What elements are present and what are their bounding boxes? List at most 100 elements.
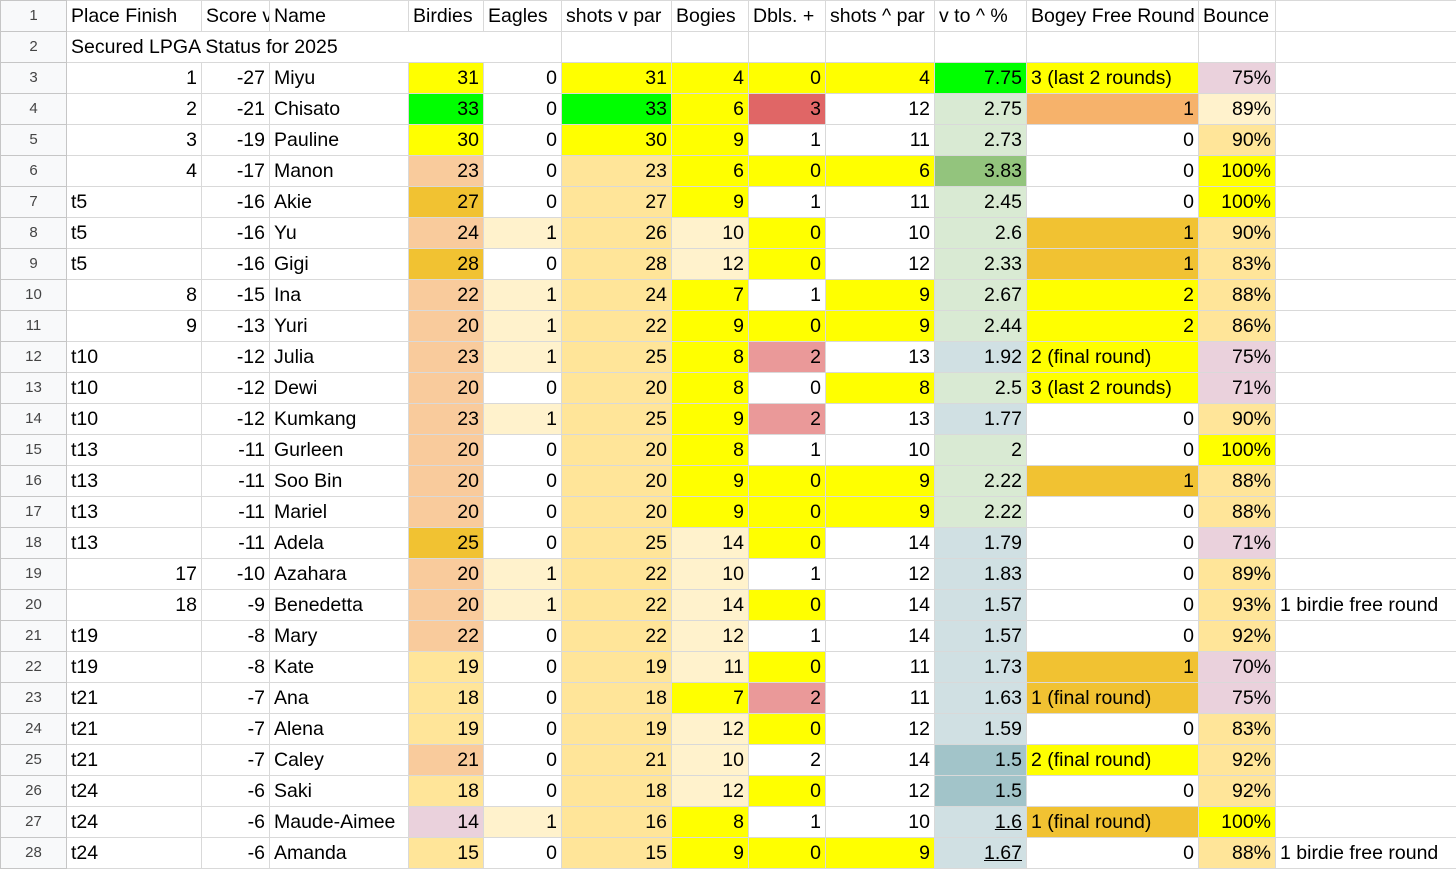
bogey-free-round-cell[interactable]: 2 (final round) (1026, 744, 1199, 776)
player-name-cell[interactable]: Kate (269, 651, 409, 683)
birdies-cell[interactable]: 19 (408, 651, 484, 683)
shots-over-par-cell[interactable]: 12 (825, 248, 935, 280)
birdies-cell[interactable]: 20 (408, 589, 484, 621)
bounce-backs-cell[interactable]: 89% (1198, 558, 1276, 590)
row-header[interactable]: 20 (0, 589, 67, 621)
bogey-free-round-cell[interactable]: 1 (1026, 465, 1199, 497)
row-header[interactable]: 19 (0, 558, 67, 590)
bounce-backs-cell[interactable]: 75% (1198, 682, 1276, 714)
bogey-free-round-header[interactable]: Bogey Free Round (1026, 0, 1199, 32)
bounce-backs-cell[interactable]: 71% (1198, 527, 1276, 559)
dbls-cell[interactable]: 2 (748, 682, 826, 714)
score-cell[interactable]: -7 (201, 682, 270, 714)
row-header[interactable]: 24 (0, 713, 67, 745)
row-header[interactable]: 13 (0, 372, 67, 404)
bogey-free-round-cell[interactable]: 0 (1026, 155, 1199, 187)
bounce-backs-cell[interactable]: 90% (1198, 217, 1276, 249)
empty-cell[interactable] (1275, 0, 1456, 32)
v-to-ratio-cell[interactable]: 2.33 (934, 248, 1027, 280)
row-header[interactable]: 18 (0, 527, 67, 559)
empty-cell[interactable] (1275, 31, 1456, 63)
place-finish-cell[interactable]: t5 (66, 248, 202, 280)
score-cell[interactable]: -15 (201, 279, 270, 311)
bogies-cell[interactable]: 6 (671, 93, 749, 125)
bounce-backs-cell[interactable]: 100% (1198, 434, 1276, 466)
shots-v-par-cell[interactable]: 23 (561, 155, 672, 187)
note-cell[interactable] (1275, 186, 1456, 218)
birdies-cell[interactable]: 18 (408, 682, 484, 714)
v-to-ratio-cell[interactable]: 1.5 (934, 775, 1027, 807)
bounce-backs-cell[interactable]: 93% (1198, 589, 1276, 621)
shots-v-par-cell[interactable]: 27 (561, 186, 672, 218)
birdies-cell[interactable]: 27 (408, 186, 484, 218)
shots-v-par-cell[interactable]: 22 (561, 310, 672, 342)
row-header[interactable]: 3 (0, 62, 67, 94)
eagles-cell[interactable]: 1 (483, 403, 562, 435)
player-name-cell[interactable]: Gigi (269, 248, 409, 280)
shots-v-par-cell[interactable]: 31 (561, 62, 672, 94)
shots-v-par-cell[interactable]: 16 (561, 806, 672, 838)
dbls-cell[interactable]: 0 (748, 217, 826, 249)
bogey-free-round-cell[interactable]: 0 (1026, 403, 1199, 435)
shots-over-par-cell[interactable]: 13 (825, 341, 935, 373)
bogies-cell[interactable]: 9 (671, 186, 749, 218)
v-to-ratio-cell[interactable]: 2.45 (934, 186, 1027, 218)
birdies-cell[interactable]: 20 (408, 465, 484, 497)
birdies-cell[interactable]: 14 (408, 806, 484, 838)
v-to-ratio-cell[interactable]: 1.6 (934, 806, 1027, 838)
score-cell[interactable]: -16 (201, 217, 270, 249)
shots-v-par-cell[interactable]: 25 (561, 341, 672, 373)
shots-v-par-cell[interactable]: 20 (561, 496, 672, 528)
shots-v-par-cell[interactable]: 25 (561, 403, 672, 435)
score-cell[interactable]: -8 (201, 651, 270, 683)
shots-v-par-cell[interactable]: 20 (561, 434, 672, 466)
v-to-ratio-cell[interactable]: 1.92 (934, 341, 1027, 373)
bogies-cell[interactable]: 8 (671, 434, 749, 466)
place-finish-cell[interactable]: t5 (66, 217, 202, 249)
dbls-cell[interactable]: 0 (748, 248, 826, 280)
row-header[interactable]: 23 (0, 682, 67, 714)
player-name-cell[interactable]: Caley (269, 744, 409, 776)
birdies-cell[interactable]: 28 (408, 248, 484, 280)
player-name-cell[interactable]: Amanda (269, 837, 409, 869)
score-cell[interactable]: -10 (201, 558, 270, 590)
dbls-header[interactable]: Dbls. + (748, 0, 826, 32)
empty-cell[interactable] (1026, 31, 1199, 63)
birdies-cell[interactable]: 31 (408, 62, 484, 94)
dbls-cell[interactable]: 1 (748, 124, 826, 156)
shots-v-par-cell[interactable]: 22 (561, 558, 672, 590)
row-header[interactable]: 11 (0, 310, 67, 342)
dbls-cell[interactable]: 0 (748, 713, 826, 745)
empty-cell[interactable] (934, 31, 1027, 63)
shots-v-par-cell[interactable]: 30 (561, 124, 672, 156)
row-header[interactable]: 15 (0, 434, 67, 466)
row-header[interactable]: 4 (0, 93, 67, 125)
bogey-free-round-cell[interactable]: 0 (1026, 775, 1199, 807)
bounce-backs-cell[interactable]: 89% (1198, 93, 1276, 125)
birdies-cell[interactable]: 25 (408, 527, 484, 559)
shots-over-par-cell[interactable]: 9 (825, 465, 935, 497)
note-cell[interactable] (1275, 806, 1456, 838)
shots-v-par-cell[interactable]: 18 (561, 682, 672, 714)
row-header[interactable]: 22 (0, 651, 67, 683)
place-finish-cell[interactable]: t10 (66, 372, 202, 404)
dbls-cell[interactable]: 0 (748, 651, 826, 683)
birdies-cell[interactable]: 20 (408, 496, 484, 528)
bogies-cell[interactable]: 14 (671, 527, 749, 559)
player-name-cell[interactable]: Alena (269, 713, 409, 745)
bogies-cell[interactable]: 8 (671, 341, 749, 373)
player-name-cell[interactable]: Soo Bin (269, 465, 409, 497)
row-header[interactable]: 26 (0, 775, 67, 807)
bounce-backs-cell[interactable]: 86% (1198, 310, 1276, 342)
shots-over-par-cell[interactable]: 11 (825, 682, 935, 714)
eagles-cell[interactable]: 0 (483, 465, 562, 497)
birdies-cell[interactable]: 22 (408, 620, 484, 652)
row-header[interactable]: 7 (0, 186, 67, 218)
eagles-cell[interactable]: 1 (483, 806, 562, 838)
empty-cell[interactable] (671, 31, 749, 63)
bogies-cell[interactable]: 9 (671, 496, 749, 528)
v-to-ratio-cell[interactable]: 2.75 (934, 93, 1027, 125)
bounce-backs-cell[interactable]: 90% (1198, 403, 1276, 435)
note-cell[interactable]: 1 birdie free round (1275, 589, 1456, 621)
shots-v-par-cell[interactable]: 26 (561, 217, 672, 249)
